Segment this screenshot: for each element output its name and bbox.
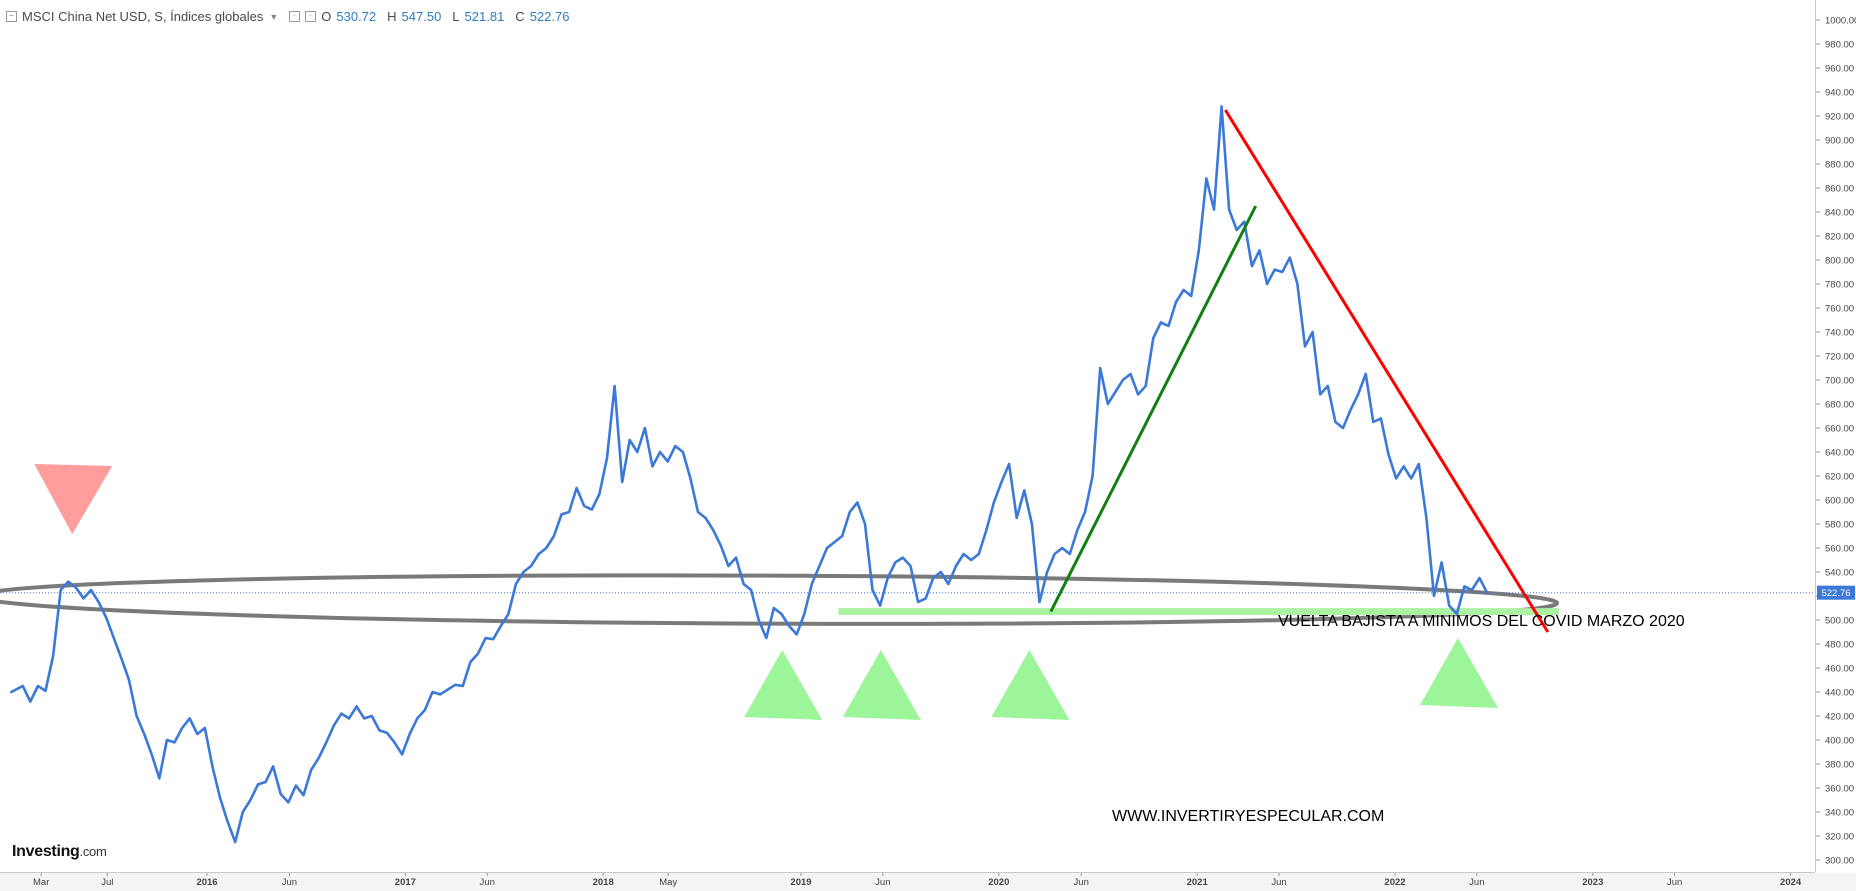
y-tick-label: 740.00 <box>1825 328 1854 339</box>
settings-icon[interactable]: · <box>305 11 317 22</box>
gray-ellipse-zone <box>0 573 1560 626</box>
x-tick-label: May <box>659 877 677 888</box>
y-tick-label: 300.00 <box>1825 856 1854 867</box>
y-tick-label: 960.00 <box>1825 64 1854 75</box>
x-tick-label: Jul <box>101 877 113 888</box>
x-axis[interactable]: Mar Jul 2016 Jun 2017 Jun 2018 May 2019 Jun 2020 Ju… <box>0 872 1856 891</box>
x-tick-label: 2021 <box>1187 877 1209 888</box>
logo-brand: Investing <box>12 843 80 860</box>
y-tick-label: 320.00 <box>1825 832 1854 843</box>
y-tick-label: 880.00 <box>1825 160 1854 171</box>
ellipse-overlay-layer <box>0 573 1560 626</box>
red-trendline <box>1224 109 1550 633</box>
x-tick-label: Jun <box>1667 877 1682 888</box>
last-price-label: 522.76 <box>1821 588 1850 599</box>
y-tick-label: 400.00 <box>1825 736 1854 747</box>
x-tick-label: 2024 <box>1780 877 1802 888</box>
close-value: 522.76 <box>529 9 570 24</box>
y-axis[interactable]: 300.00 320.00 340.00 360.00 380.00 400.00 420.… <box>1815 16 1856 867</box>
y-tick-label: 800.00 <box>1825 256 1854 267</box>
y-tick-label: 840.00 <box>1825 208 1854 219</box>
bullish-triangle-marker-4 <box>1420 638 1499 708</box>
open-value: 530.72 <box>336 9 377 24</box>
y-tick-label: 360.00 <box>1825 784 1854 795</box>
x-tick-label: 2023 <box>1582 877 1603 888</box>
bullish-triangle-marker-1 <box>744 650 823 720</box>
plot-area[interactable] <box>0 0 1815 872</box>
low-label: L <box>452 9 460 24</box>
y-tick-label: 1000.00 <box>1825 16 1856 27</box>
x-tick-label: 2020 <box>988 877 1009 888</box>
y-tick-label: 620.00 <box>1825 472 1854 483</box>
y-tick-label: 900.00 <box>1825 136 1854 147</box>
x-tick-label: Mar <box>33 877 49 888</box>
y-tick-label: 820.00 <box>1825 232 1854 243</box>
x-tick-label: Jun <box>480 877 495 888</box>
y-tick-label: 440.00 <box>1825 688 1854 699</box>
x-tick-label: Jun <box>875 877 890 888</box>
price-series-line <box>10 105 1489 844</box>
y-tick-label: 700.00 <box>1825 376 1854 387</box>
chevron-down-icon[interactable]: ▼ <box>269 11 279 22</box>
high-label: H <box>387 9 397 24</box>
y-tick-label: 580.00 <box>1825 520 1854 531</box>
bullish-triangle-marker-3 <box>991 650 1070 720</box>
x-tick-label: Jun <box>1074 877 1089 888</box>
trendline-layer <box>1049 109 1550 633</box>
y-tick-label: 560.00 <box>1825 544 1854 555</box>
y-tick-label: 420.00 <box>1825 712 1854 723</box>
y-tick-label: 780.00 <box>1825 280 1854 291</box>
triangle-markers-layer <box>34 464 1499 720</box>
logo-domain: .com <box>79 844 107 859</box>
investing-logo[interactable]: Investing.com <box>12 843 107 861</box>
green-trendline <box>1049 205 1258 613</box>
price-line-layer <box>10 105 1489 844</box>
x-axis-background <box>0 873 1856 891</box>
y-tick-label: 680.00 <box>1825 400 1854 411</box>
hide-icon[interactable]: · <box>289 11 301 22</box>
low-value: 521.81 <box>464 9 505 24</box>
y-tick-label: 860.00 <box>1825 184 1854 195</box>
x-tick-label: Jun <box>1271 877 1286 888</box>
open-label: O <box>321 9 332 24</box>
bullish-triangle-marker-2 <box>842 650 921 720</box>
x-tick-label: 2016 <box>196 877 217 888</box>
y-tick-label: 340.00 <box>1825 808 1854 819</box>
symbol-title[interactable]: MSCI China Net USD, S, Índices globales <box>22 9 264 24</box>
chart-legend: − MSCI China Net USD, S, Índices globale… <box>6 9 575 24</box>
collapse-icon[interactable]: − <box>6 11 17 22</box>
y-tick-label: 540.00 <box>1825 568 1854 579</box>
plot-background[interactable] <box>0 0 1815 872</box>
covid-annotation: VUELTA BAJISTA A MINIMOS DEL COVID MARZO… <box>1278 613 1685 630</box>
y-tick-label: 500.00 <box>1825 616 1854 627</box>
y-tick-label: 920.00 <box>1825 112 1854 123</box>
last-price-layer: 522.76 <box>0 585 1855 600</box>
high-value: 547.50 <box>401 9 442 24</box>
y-tick-label: 380.00 <box>1825 760 1854 771</box>
close-label: C <box>515 9 525 24</box>
y-tick-label: 600.00 <box>1825 496 1854 507</box>
x-tick-label: 2018 <box>593 877 614 888</box>
x-tick-label: Jun <box>282 877 297 888</box>
y-tick-label: 640.00 <box>1825 448 1854 459</box>
y-tick-label: 460.00 <box>1825 664 1854 675</box>
y-tick-label: 980.00 <box>1825 40 1854 51</box>
y-tick-label: 940.00 <box>1825 88 1854 99</box>
y-tick-label: 720.00 <box>1825 352 1854 363</box>
y-tick-label: 760.00 <box>1825 304 1854 315</box>
x-tick-label: Jun <box>1469 877 1484 888</box>
x-tick-label: 2022 <box>1384 877 1405 888</box>
website-annotation: WWW.INVERTIRYESPECULAR.COM <box>1112 808 1385 825</box>
bearish-triangle-marker <box>34 464 113 534</box>
y-tick-label: 480.00 <box>1825 640 1854 651</box>
x-tick-label: 2017 <box>395 877 416 888</box>
x-tick-label: 2019 <box>790 877 811 888</box>
y-tick-label: 660.00 <box>1825 424 1854 435</box>
last-price-badge <box>1817 585 1855 600</box>
